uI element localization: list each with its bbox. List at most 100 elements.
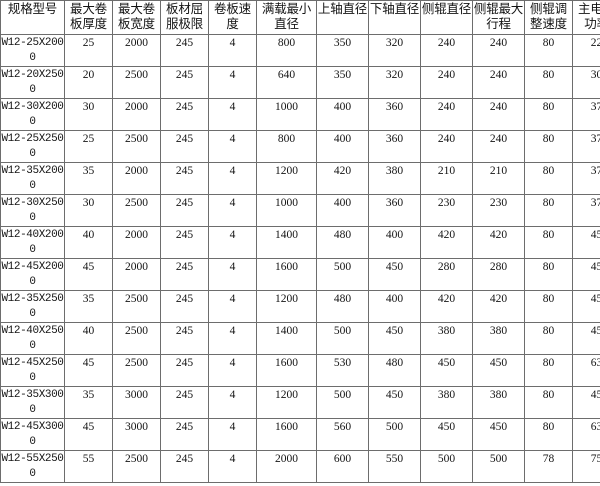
cell-side-roll-max-stroke: 240 (472, 98, 525, 131)
cell-model: W12-35X3000 (0, 386, 65, 419)
cell-main-motor-power: 45 (572, 226, 600, 259)
cell-min-diameter: 2000 (256, 450, 317, 483)
column-header-min-diameter: 满载最小直径 (256, 0, 317, 35)
cell-max-thickness: 55 (64, 450, 113, 483)
cell-upper-shaft-diameter: 500 (316, 258, 369, 291)
cell-roll-speed: 4 (208, 450, 257, 483)
cell-max-width: 2500 (112, 194, 161, 227)
cell-max-thickness: 35 (64, 290, 113, 323)
cell-lower-shaft-diameter: 380 (368, 162, 421, 195)
table-body: W12-25X2000 25 2000 245 4 800 350 320 240 240 80 22… (0, 34, 600, 483)
cell-model: W12-20X2500 (0, 66, 65, 99)
cell-model: W12-40X2000 (0, 226, 65, 259)
table-row: W12-20X2500 20 2500 245 4 640 350 320 240 240 80 30 (0, 66, 600, 99)
cell-upper-shaft-diameter: 560 (316, 418, 369, 451)
cell-side-roll-adjust-speed: 80 (524, 418, 573, 451)
cell-side-roll-adjust-speed: 80 (524, 226, 573, 259)
cell-upper-shaft-diameter: 500 (316, 322, 369, 355)
cell-min-diameter: 1200 (256, 290, 317, 323)
cell-side-roll-diameter: 240 (420, 130, 473, 163)
cell-yield-limit: 245 (160, 290, 209, 323)
cell-max-width: 2500 (112, 130, 161, 163)
cell-side-roll-max-stroke: 280 (472, 258, 525, 291)
cell-main-motor-power: 37 (572, 98, 600, 131)
cell-side-roll-diameter: 280 (420, 258, 473, 291)
cell-yield-limit: 245 (160, 226, 209, 259)
cell-side-roll-adjust-speed: 80 (524, 162, 573, 195)
cell-max-thickness: 35 (64, 386, 113, 419)
cell-max-width: 2000 (112, 226, 161, 259)
cell-max-width: 2000 (112, 34, 161, 67)
cell-roll-speed: 4 (208, 130, 257, 163)
cell-side-roll-max-stroke: 230 (472, 194, 525, 227)
cell-lower-shaft-diameter: 320 (368, 66, 421, 99)
cell-main-motor-power: 45 (572, 386, 600, 419)
cell-lower-shaft-diameter: 550 (368, 450, 421, 483)
cell-min-diameter: 1600 (256, 418, 317, 451)
cell-side-roll-diameter: 450 (420, 354, 473, 387)
cell-main-motor-power: 63 (572, 418, 600, 451)
cell-yield-limit: 245 (160, 418, 209, 451)
cell-side-roll-diameter: 380 (420, 322, 473, 355)
cell-model: W12-45X2000 (0, 258, 65, 291)
cell-min-diameter: 1200 (256, 162, 317, 195)
cell-model: W12-25X2500 (0, 130, 65, 163)
column-header-upper-shaft-diameter: 上轴直径 (316, 0, 369, 35)
cell-model: W12-25X2000 (0, 34, 65, 67)
cell-max-width: 2500 (112, 290, 161, 323)
cell-side-roll-max-stroke: 420 (472, 226, 525, 259)
cell-max-thickness: 40 (64, 226, 113, 259)
cell-side-roll-diameter: 240 (420, 34, 473, 67)
cell-main-motor-power: 37 (572, 130, 600, 163)
cell-side-roll-max-stroke: 420 (472, 290, 525, 323)
cell-lower-shaft-diameter: 400 (368, 226, 421, 259)
table-row: W12-45X2500 45 2500 245 4 1600 530 480 450 450 80 6… (0, 354, 600, 387)
cell-yield-limit: 245 (160, 66, 209, 99)
cell-side-roll-max-stroke: 450 (472, 418, 525, 451)
cell-roll-speed: 4 (208, 290, 257, 323)
cell-main-motor-power: 22 (572, 34, 600, 67)
cell-min-diameter: 1400 (256, 226, 317, 259)
cell-yield-limit: 245 (160, 98, 209, 131)
table-row: W12-25X2500 25 2500 245 4 800 400 360 240 240 80 37 (0, 130, 600, 163)
cell-side-roll-adjust-speed: 80 (524, 290, 573, 323)
cell-side-roll-max-stroke: 240 (472, 66, 525, 99)
cell-side-roll-diameter: 240 (420, 98, 473, 131)
cell-max-width: 3000 (112, 386, 161, 419)
cell-max-thickness: 30 (64, 98, 113, 131)
cell-side-roll-adjust-speed: 80 (524, 322, 573, 355)
cell-side-roll-max-stroke: 240 (472, 130, 525, 163)
cell-side-roll-max-stroke: 380 (472, 322, 525, 355)
cell-roll-speed: 4 (208, 322, 257, 355)
cell-upper-shaft-diameter: 400 (316, 194, 369, 227)
cell-side-roll-adjust-speed: 80 (524, 194, 573, 227)
cell-main-motor-power: 37 (572, 162, 600, 195)
cell-min-diameter: 640 (256, 66, 317, 99)
cell-model: W12-45X3000 (0, 418, 65, 451)
cell-roll-speed: 4 (208, 418, 257, 451)
table-row: W12-30X2000 30 2000 245 4 1000 400 360 240 240 80 3… (0, 98, 600, 131)
table-row: W12-35X2000 35 2000 245 4 1200 420 380 210 210 80 3… (0, 162, 600, 195)
cell-main-motor-power: 63 (572, 354, 600, 387)
header-row: 规格型号 最大卷板厚度 最大卷板宽度 板材屈服极限 卷板速度 满载最小直径 上轴… (0, 0, 600, 35)
cell-model: W12-35X2500 (0, 290, 65, 323)
cell-lower-shaft-diameter: 450 (368, 322, 421, 355)
table-row: W12-35X3000 35 3000 245 4 1200 500 450 380 380 80 4… (0, 386, 600, 419)
cell-yield-limit: 245 (160, 194, 209, 227)
cell-max-thickness: 45 (64, 354, 113, 387)
cell-model: W12-40X2500 (0, 322, 65, 355)
table-row: W12-45X2000 45 2000 245 4 1600 500 450 280 280 80 4… (0, 258, 600, 291)
column-header-yield-limit: 板材屈服极限 (160, 0, 209, 35)
cell-main-motor-power: 75 (572, 450, 600, 483)
cell-side-roll-diameter: 210 (420, 162, 473, 195)
cell-roll-speed: 4 (208, 226, 257, 259)
cell-side-roll-adjust-speed: 80 (524, 354, 573, 387)
cell-max-width: 2000 (112, 258, 161, 291)
cell-side-roll-max-stroke: 380 (472, 386, 525, 419)
table-row: W12-25X2000 25 2000 245 4 800 350 320 240 240 80 22 (0, 34, 600, 67)
cell-side-roll-diameter: 380 (420, 386, 473, 419)
cell-side-roll-diameter: 240 (420, 66, 473, 99)
cell-side-roll-adjust-speed: 80 (524, 130, 573, 163)
cell-max-thickness: 25 (64, 34, 113, 67)
cell-max-width: 2000 (112, 162, 161, 195)
